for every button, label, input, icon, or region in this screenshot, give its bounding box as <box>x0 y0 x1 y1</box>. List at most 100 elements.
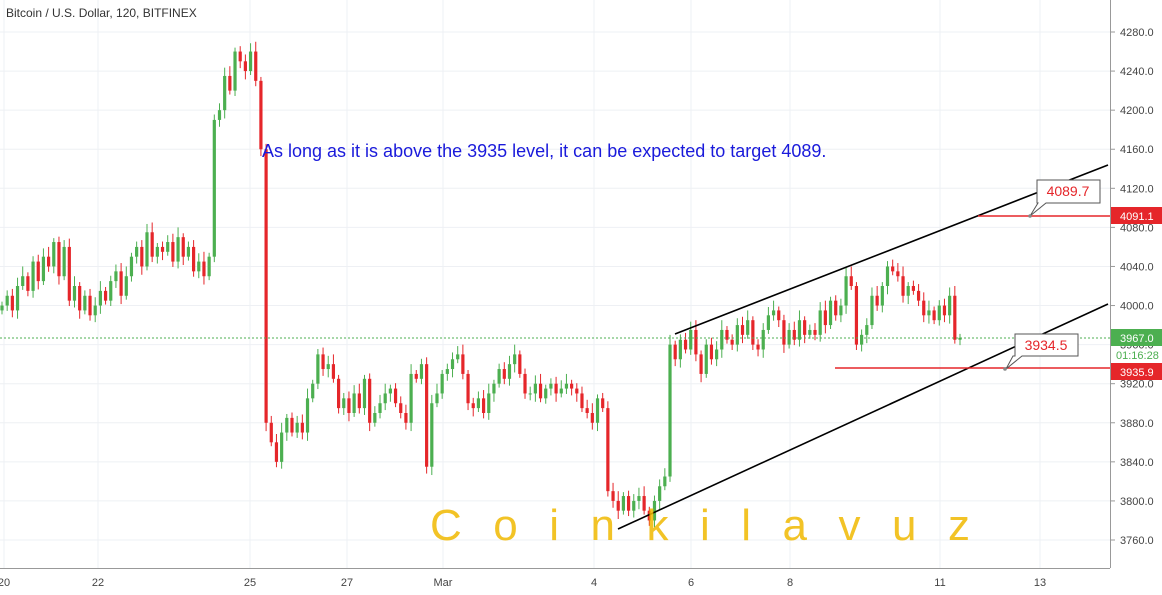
candle <box>626 490 631 517</box>
candle <box>155 243 159 264</box>
candle <box>150 222 154 263</box>
candle <box>746 310 750 339</box>
candle <box>0 301 4 315</box>
candle <box>699 350 703 383</box>
candle <box>549 378 553 396</box>
candle <box>538 373 543 403</box>
candle <box>523 368 527 399</box>
price-tick-label: 3920.0 <box>1120 379 1154 391</box>
candle <box>305 388 310 441</box>
candle <box>575 383 579 402</box>
candle <box>114 264 118 288</box>
candle <box>430 394 434 476</box>
callout-target[interactable]: 4089.7 <box>1028 179 1101 218</box>
candle <box>901 266 905 303</box>
candle <box>958 333 962 346</box>
candle <box>15 277 20 319</box>
candle <box>715 341 719 367</box>
candle <box>709 337 714 365</box>
candle <box>41 248 46 286</box>
time-tick-label: 20 <box>0 577 10 589</box>
candle <box>207 252 211 281</box>
candle <box>290 412 294 437</box>
candle <box>663 468 667 491</box>
time-tick-label: 27 <box>341 577 353 589</box>
candle <box>513 344 517 373</box>
candle <box>192 240 196 277</box>
candle <box>171 233 175 267</box>
candle <box>160 241 165 261</box>
time-tick-label: 6 <box>688 577 694 589</box>
candle <box>621 492 626 515</box>
svg-text:3967.0: 3967.0 <box>1120 333 1154 345</box>
candle <box>818 302 822 342</box>
candle <box>875 286 879 311</box>
candle <box>683 332 688 354</box>
candle <box>57 236 61 285</box>
candle <box>21 266 25 290</box>
candle <box>212 114 216 263</box>
candle <box>937 300 941 326</box>
candle <box>803 316 807 344</box>
candle <box>450 352 455 378</box>
candle <box>419 358 424 385</box>
candle <box>166 235 170 256</box>
candle <box>720 320 724 358</box>
price-tick-label: 4000.0 <box>1120 301 1154 313</box>
candle <box>554 376 558 402</box>
candle <box>466 370 470 411</box>
candle <box>860 329 864 352</box>
channel-upper-line[interactable] <box>674 164 1109 335</box>
candle <box>93 297 97 323</box>
candle <box>756 339 760 357</box>
candle <box>906 282 910 305</box>
price-tick-label: 4080.0 <box>1120 222 1154 234</box>
candlestick-series <box>0 41 962 528</box>
candle <box>67 238 71 307</box>
candle <box>238 46 242 69</box>
candle <box>595 394 600 432</box>
price-tick-label: 3880.0 <box>1120 418 1154 430</box>
price-axis[interactable]: 4280.0 4240.0 4200.0 4160.0 4120.0 4080.0 4040… <box>1110 27 1154 547</box>
candle <box>658 479 662 510</box>
candle <box>642 486 646 515</box>
candle <box>78 282 82 319</box>
candle <box>808 324 812 339</box>
price-tick-label: 3800.0 <box>1120 496 1154 508</box>
candle <box>342 392 346 415</box>
candle <box>440 370 444 399</box>
candle <box>321 347 325 376</box>
candle <box>197 253 201 279</box>
candle <box>103 286 108 305</box>
candle <box>383 383 387 411</box>
candle <box>507 355 512 386</box>
candle <box>792 321 796 346</box>
time-axis[interactable]: 20 22 25 27 Mar 4 6 8 11 13 <box>0 577 1046 589</box>
candle <box>611 482 615 508</box>
callout-support[interactable]: 3934.5 <box>1003 333 1079 371</box>
candle <box>362 374 367 415</box>
time-tick-label: 25 <box>244 577 256 589</box>
candle <box>777 306 781 328</box>
price-tick-label: 4280.0 <box>1120 27 1154 39</box>
candle <box>761 323 765 358</box>
candle <box>326 355 330 378</box>
candle <box>368 373 372 432</box>
candle <box>823 300 827 334</box>
candle <box>885 261 890 295</box>
candle <box>896 263 900 282</box>
candle <box>844 267 848 314</box>
candle <box>766 307 770 334</box>
candle <box>544 384 548 404</box>
price-tick-label: 4240.0 <box>1120 66 1154 78</box>
candle <box>740 316 745 344</box>
candle <box>393 383 398 408</box>
candle <box>280 422 284 469</box>
candle <box>471 397 475 417</box>
candle <box>497 363 501 388</box>
candle <box>502 362 506 385</box>
price-tick-label: 3760.0 <box>1120 535 1154 547</box>
candle <box>751 316 755 350</box>
candle <box>336 374 341 414</box>
